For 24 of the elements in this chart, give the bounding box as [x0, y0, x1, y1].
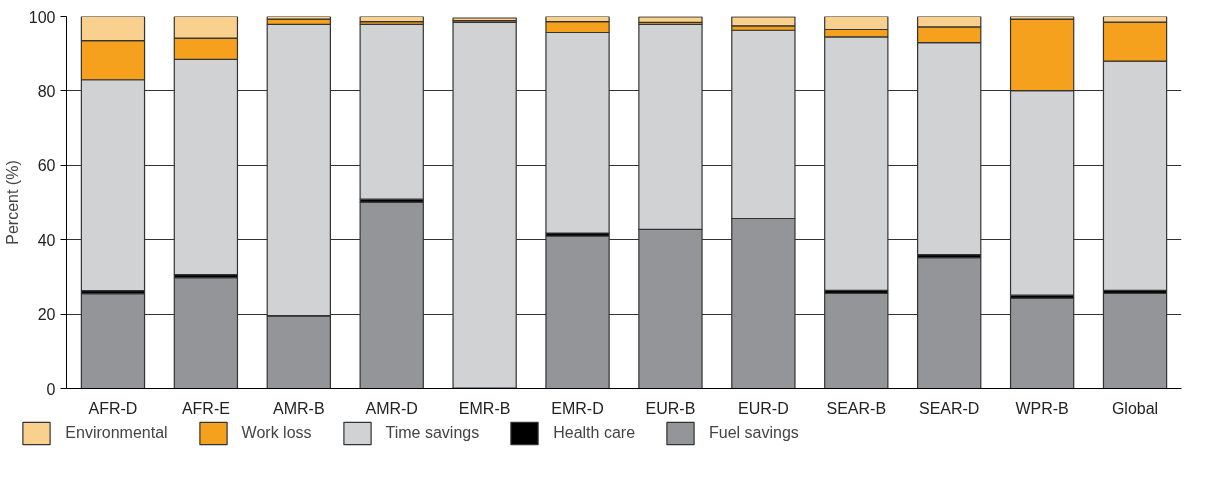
legend-label: Environmental [65, 424, 168, 442]
x-tick-label: AFR-D [88, 399, 138, 417]
x-tick-label: EMR-D [551, 399, 604, 417]
legend-label: Health care [553, 424, 636, 442]
y-tick-label: 0 [46, 380, 56, 398]
legend-label: Time savings [385, 424, 480, 442]
x-tick-label: AFR-E [181, 399, 230, 417]
x-tick-label: EUR-B [645, 399, 696, 417]
legend-label: Fuel savings [709, 424, 799, 442]
y-tick-label: 80 [37, 82, 56, 100]
y-tick-label: 100 [28, 8, 56, 26]
y-tick-label: 20 [37, 306, 56, 324]
legend-label: Work loss [241, 424, 312, 442]
x-tick-label: SEAR-D [918, 399, 980, 417]
y-axis-title: Percent (%) [3, 160, 21, 245]
x-tick-label: AMR-B [273, 399, 325, 417]
y-tick-label: 60 [37, 157, 56, 175]
x-tick-label: EMR-B [458, 399, 511, 417]
x-tick-label: AMR-D [365, 399, 418, 417]
y-tick-label: 40 [37, 231, 56, 249]
x-tick-label: WPR-B [1015, 399, 1069, 417]
x-tick-label: SEAR-B [826, 399, 887, 417]
x-tick-label: EUR-D [738, 399, 789, 417]
x-tick-label: Global [1111, 399, 1159, 417]
